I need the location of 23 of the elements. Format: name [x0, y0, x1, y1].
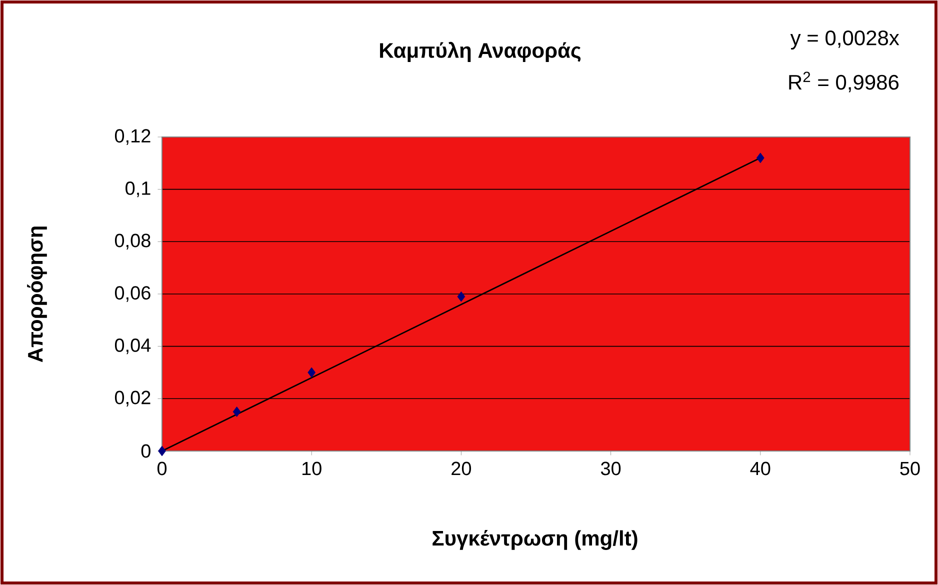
- x-tick-label: 50: [900, 462, 920, 476]
- text: y = 0,0028x: [790, 30, 900, 50]
- point: [457, 291, 466, 302]
- y-tick-label: 0,04: [114, 338, 151, 354]
- y-tick-label: 0,06: [114, 286, 150, 302]
- x-tick-label: 40: [750, 462, 770, 476]
- y-axis-title: Απορρόφηση: [27, 226, 47, 362]
- point: [232, 406, 241, 417]
- x-tick-label: 30: [600, 462, 621, 476]
- x-tick-label: 10: [302, 462, 322, 476]
- y-tick-label: 0,08: [114, 234, 150, 250]
- point: [158, 446, 166, 456]
- x-tick-label: 0: [157, 462, 167, 476]
- y-tick-label: 0,12: [114, 129, 150, 145]
- text: R$^{2}$ = 0,9986: [789, 72, 899, 92]
- point: [308, 367, 316, 378]
- y-tick-label: 0,1: [126, 181, 150, 198]
- x-tick-label: 20: [452, 462, 472, 476]
- y-tick-label: 0,02: [114, 390, 150, 406]
- point: [756, 152, 764, 164]
- x-axis-title: Συγκέντρωση (mg/lt): [432, 530, 638, 550]
- chart-title: Καμπύλη Αναφοράς: [380, 42, 581, 62]
- y-tick-label: 0: [141, 444, 150, 458]
